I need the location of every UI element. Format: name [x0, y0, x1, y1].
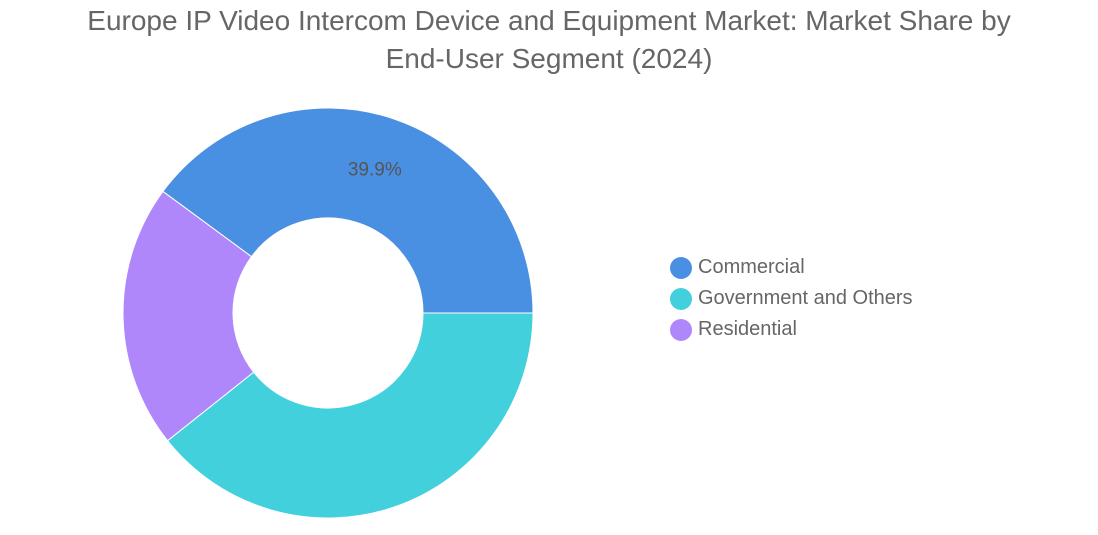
legend-label-commercial: Commercial: [698, 256, 805, 278]
legend-item-government-and-others[interactable]: Government and Others: [670, 283, 913, 314]
chart-title: Europe IP Video Intercom Device and Equi…: [0, 2, 1098, 78]
legend-label-government-and-others: Government and Others: [698, 287, 913, 309]
legend-item-commercial[interactable]: Commercial: [670, 252, 913, 283]
legend-item-residential[interactable]: Residential: [670, 314, 913, 345]
legend-swatch-government-and-others: [670, 287, 692, 310]
legend-swatch-residential: [670, 318, 692, 341]
legend-swatch-commercial: [670, 256, 692, 279]
chart-legend: Commercial Government and Others Residen…: [670, 252, 913, 345]
legend-label-residential: Residential: [698, 318, 797, 340]
slice-residential[interactable]: [122, 190, 255, 442]
donut-data-labels: 39.9%: [348, 160, 402, 181]
chart-title-line-1: Europe IP Video Intercom Device and Equi…: [87, 5, 1011, 36]
data-label-commercial: 39.9%: [348, 160, 402, 181]
slice-government-and-others[interactable]: [166, 312, 534, 519]
chart-title-line-2: End-User Segment (2024): [385, 43, 713, 74]
donut-slices: [122, 107, 534, 519]
slice-commercial[interactable]: [162, 107, 534, 314]
